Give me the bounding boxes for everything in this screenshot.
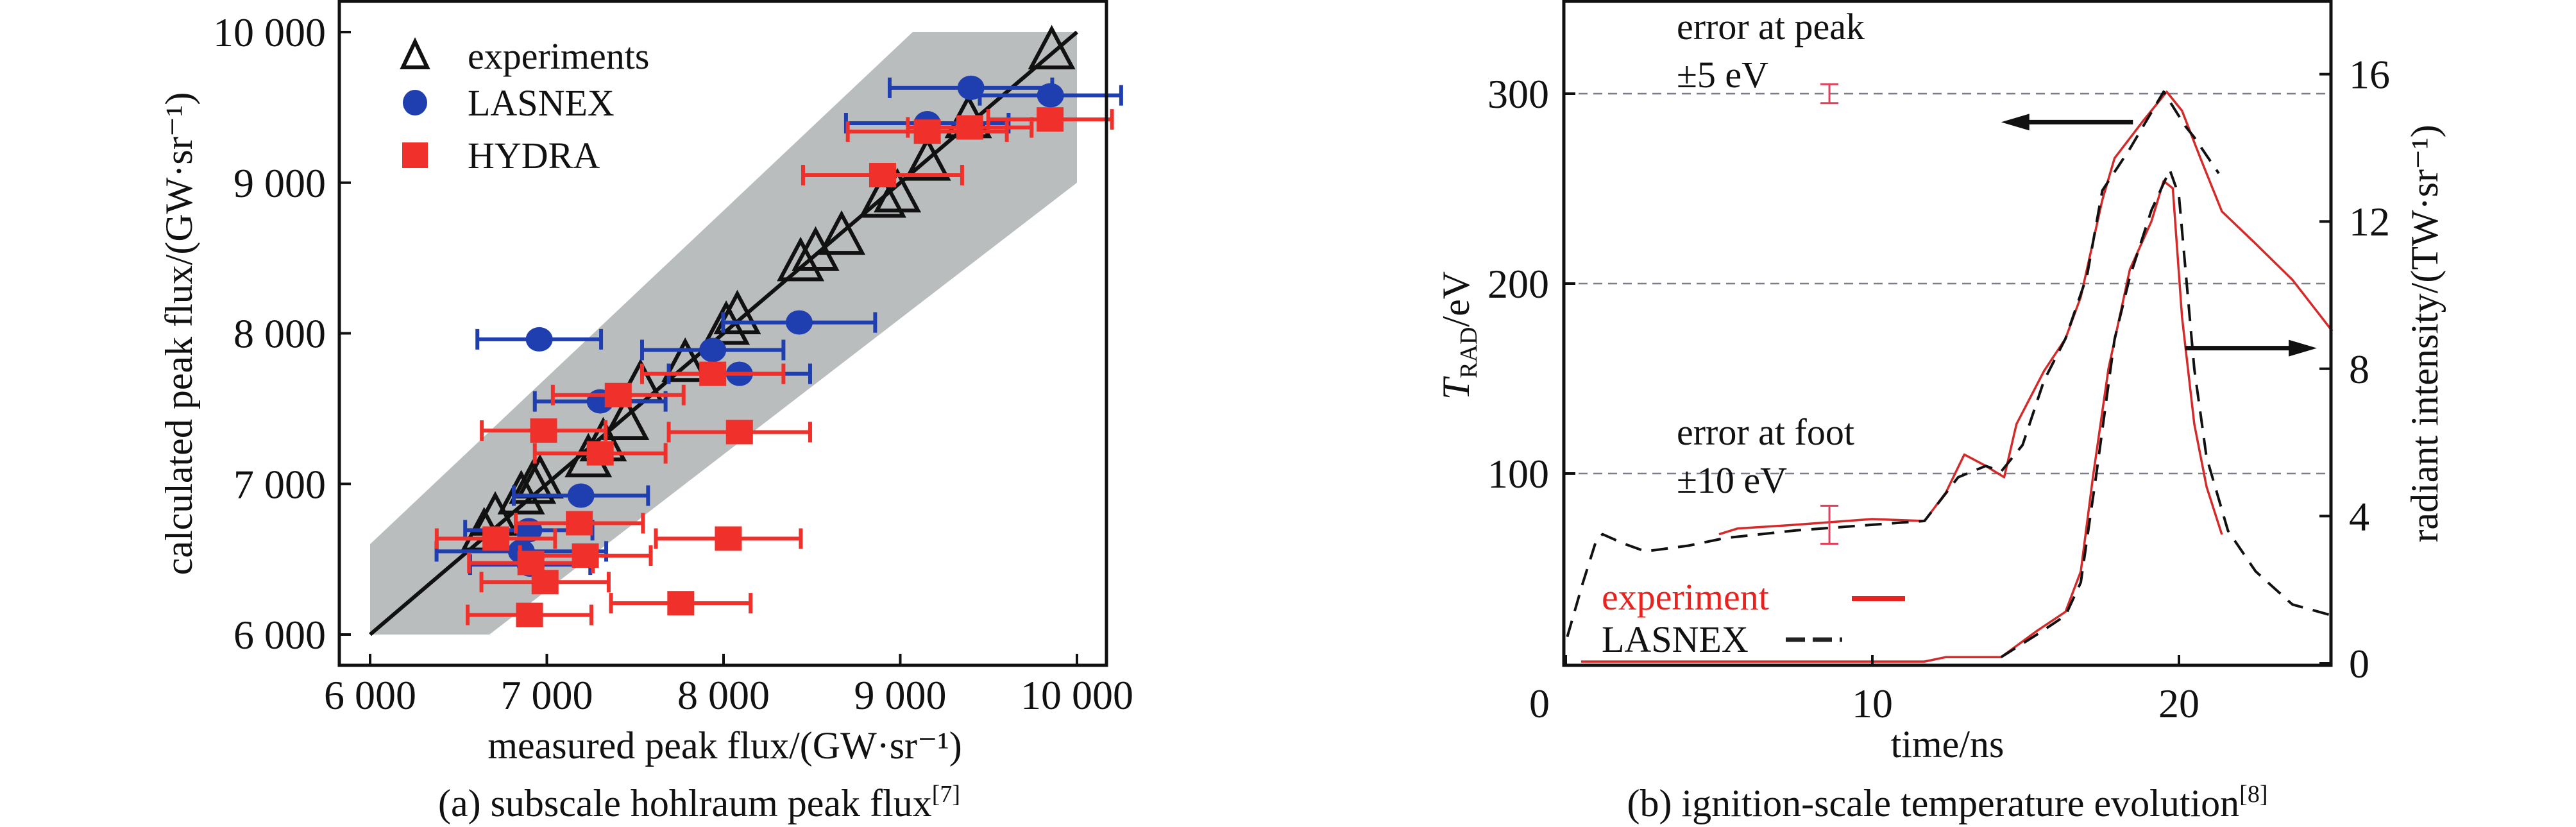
caption-a: (a) subscale hohlraum peak flux[7]: [438, 781, 960, 824]
x-tick-label: 10 000: [1021, 672, 1133, 718]
caption-text: (b) ignition-scale temperature evolution: [1627, 782, 2240, 824]
panel-b-temperature-chart: error at peak ±5 eV error at foot ±10 eV 0 10…: [1435, 0, 2446, 824]
experiment-triangle-point: [818, 210, 866, 255]
legend-label: experiments: [468, 35, 649, 77]
annotation-value: ±10 eV: [1677, 459, 1787, 501]
experiment-triangle-point: [858, 173, 906, 218]
plot-frame: [1562, 0, 2333, 667]
annotation-label: error at peak: [1677, 6, 1865, 47]
caption-reference: [8]: [2239, 781, 2267, 808]
x-tick-label: 0: [1529, 681, 1550, 726]
y-axis-label: calculated peak flux/(GW·sr⁻¹): [158, 92, 200, 575]
x-tick-label: 9 000: [854, 672, 947, 718]
y-right-axis-label: radiant intensity/(TW·sr⁻¹): [2403, 124, 2446, 542]
x-tick-label: 20: [2158, 681, 2199, 726]
legend: experiments LASNEX HYDRA: [400, 35, 649, 176]
hydra-square-point: [530, 418, 557, 443]
caption-text: (a) subscale hohlraum peak flux: [438, 782, 932, 824]
legend-label: HYDRA: [468, 135, 600, 176]
hydra-square-point: [482, 526, 510, 551]
experiment-triangle-point: [874, 167, 922, 213]
experiment-triangle-point: [661, 337, 709, 382]
legend-circle-icon: [403, 90, 427, 115]
lasnex-circle-point: [567, 483, 595, 508]
experiment-triangle-point: [497, 470, 545, 515]
legend-square-icon: [402, 142, 428, 168]
y-left-tick-label: 200: [1487, 261, 1549, 307]
lasnex-circle-point: [957, 75, 985, 100]
caption-b: (b) ignition-scale temperature evolution…: [1627, 781, 2268, 824]
y-left-tick-label: 100: [1487, 451, 1549, 497]
y-right-tick-label: 4: [2349, 493, 2369, 539]
hydra-square-point: [956, 115, 983, 140]
experiment-intensity-line: [1580, 180, 2223, 663]
legend-label-lasnex: LASNEX: [1602, 618, 1749, 660]
x-axis-label: measured peak flux/(GW·sr⁻¹): [487, 724, 962, 767]
y-left-label-symbol: T: [1435, 376, 1477, 400]
y-tick-label: 6 000: [233, 612, 326, 658]
experiment-triangle-point: [602, 395, 650, 441]
x-tick-label: 7 000: [501, 672, 593, 718]
caption-reference: [7]: [932, 781, 960, 808]
hydra-square-point: [869, 163, 896, 188]
experiment-triangle-point: [713, 289, 761, 335]
hydra-square-point: [699, 361, 727, 386]
x-axis-label: time/ns: [1891, 723, 2004, 765]
experiment-triangle-point: [903, 136, 951, 181]
experiment-triangle-point: [777, 237, 825, 282]
legend-label-experiment: experiment: [1602, 576, 1769, 618]
hydra-square-point: [566, 511, 593, 536]
hydra-square-point: [604, 382, 632, 407]
experiment-triangle-point: [509, 459, 557, 504]
hydra-square-point: [667, 591, 695, 616]
y-right-tick-label: 12: [2349, 199, 2390, 244]
hydra-square-point: [715, 526, 742, 551]
lasnex-circle-point: [1037, 83, 1064, 108]
lasnex-intensity-line: [2000, 168, 2333, 658]
lasnex-temperature-line: [1566, 90, 2220, 638]
annotation-label: error at foot: [1677, 411, 1854, 453]
hydra-square-point: [531, 570, 559, 595]
legend-triangle-icon: [400, 37, 430, 69]
experiment-triangle-point: [1028, 24, 1076, 70]
y-right-tick-label: 8: [2349, 346, 2369, 392]
y-tick-label: 10 000: [213, 10, 326, 55]
y-right-tick-label: 0: [2349, 641, 2369, 686]
annotation-value: ±5 eV: [1677, 54, 1768, 96]
hydra-square-point: [1037, 107, 1064, 132]
y-tick-label: 7 000: [233, 461, 326, 507]
x-tick-label: 8 000: [677, 672, 770, 718]
arrowhead-icon: [2001, 114, 2029, 131]
x-tick-label: 6 000: [324, 672, 416, 718]
y-left-axis-label: TRAD/eV: [1435, 271, 1482, 400]
hydra-square-point: [913, 119, 941, 144]
arrowhead-icon: [2289, 339, 2318, 357]
y-tick-label: 8 000: [233, 311, 326, 357]
y-left-label-subscript: RAD: [1455, 327, 1482, 379]
lasnex-circle-point: [699, 337, 727, 362]
y-left-tick-label: 300: [1487, 71, 1549, 117]
x-tick-label: 10: [1852, 681, 1893, 726]
lasnex-circle-point: [525, 327, 553, 352]
y-left-label-unit: /eV: [1435, 271, 1477, 327]
experiment-temperature-line: [1718, 90, 2334, 536]
y-tick-label: 9 000: [233, 160, 326, 206]
panel-a-peak-flux-chart: 6 000 7 000 8 000 9 000 10 000 6 000 7 000 8 00…: [158, 0, 1133, 824]
hydra-square-point: [516, 602, 543, 627]
hydra-square-point: [725, 420, 753, 445]
legend-label: LASNEX: [468, 82, 614, 124]
hydra-square-point: [586, 441, 614, 466]
y-right-tick-label: 16: [2349, 52, 2390, 98]
lasnex-circle-point: [785, 310, 813, 335]
